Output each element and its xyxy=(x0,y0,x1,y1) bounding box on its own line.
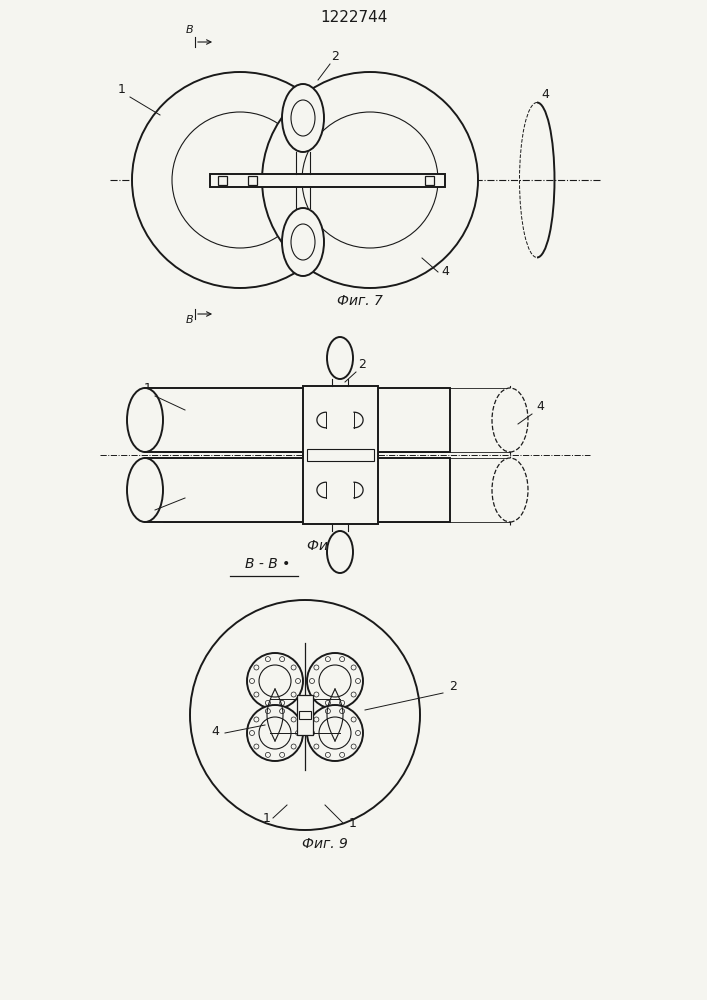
Circle shape xyxy=(265,700,270,705)
Text: B: B xyxy=(186,25,194,35)
Circle shape xyxy=(310,730,315,736)
Bar xyxy=(299,711,311,719)
Circle shape xyxy=(291,665,296,670)
Text: 2: 2 xyxy=(449,680,457,693)
Circle shape xyxy=(247,705,303,761)
Bar xyxy=(307,449,373,461)
Circle shape xyxy=(339,657,344,662)
Circle shape xyxy=(351,744,356,749)
Circle shape xyxy=(254,744,259,749)
Bar xyxy=(425,176,434,184)
Circle shape xyxy=(314,692,319,697)
Circle shape xyxy=(250,730,255,736)
Ellipse shape xyxy=(282,208,324,276)
Circle shape xyxy=(132,72,348,288)
Circle shape xyxy=(339,700,344,705)
Text: 2: 2 xyxy=(331,50,339,63)
Circle shape xyxy=(319,665,351,697)
Ellipse shape xyxy=(492,458,528,522)
Circle shape xyxy=(190,600,420,830)
Circle shape xyxy=(291,692,296,697)
Circle shape xyxy=(279,657,285,662)
Bar xyxy=(303,386,378,524)
Circle shape xyxy=(314,717,319,722)
Circle shape xyxy=(259,665,291,697)
Circle shape xyxy=(254,717,259,722)
Circle shape xyxy=(291,717,296,722)
Text: B: B xyxy=(186,315,194,325)
Bar xyxy=(210,174,445,186)
Ellipse shape xyxy=(492,388,528,452)
Circle shape xyxy=(351,692,356,697)
Circle shape xyxy=(356,678,361,684)
Circle shape xyxy=(296,730,300,736)
Text: 1: 1 xyxy=(349,817,357,830)
Text: 1: 1 xyxy=(263,812,271,825)
Ellipse shape xyxy=(282,84,324,152)
Circle shape xyxy=(310,678,315,684)
Circle shape xyxy=(291,744,296,749)
Circle shape xyxy=(356,730,361,736)
Text: B - B •: B - B • xyxy=(245,557,291,571)
Text: 1: 1 xyxy=(118,83,126,96)
Circle shape xyxy=(325,700,330,705)
Circle shape xyxy=(265,752,270,757)
Circle shape xyxy=(307,653,363,709)
Circle shape xyxy=(247,653,303,709)
Circle shape xyxy=(319,717,351,749)
Circle shape xyxy=(279,709,285,714)
Circle shape xyxy=(325,752,330,757)
Circle shape xyxy=(314,744,319,749)
Ellipse shape xyxy=(327,531,353,573)
Bar xyxy=(218,176,227,184)
Circle shape xyxy=(250,678,255,684)
Circle shape xyxy=(325,709,330,714)
Text: 2: 2 xyxy=(358,358,366,371)
Text: 1: 1 xyxy=(144,382,152,395)
Ellipse shape xyxy=(127,388,163,452)
Circle shape xyxy=(254,692,259,697)
Circle shape xyxy=(279,700,285,705)
Text: Фиг. 7: Фиг. 7 xyxy=(337,294,383,308)
Bar xyxy=(248,176,257,184)
Text: 4: 4 xyxy=(536,400,544,413)
Circle shape xyxy=(172,112,308,248)
Circle shape xyxy=(302,112,438,248)
Circle shape xyxy=(262,72,478,288)
Text: 1222744: 1222744 xyxy=(320,10,387,25)
Text: 4: 4 xyxy=(541,88,549,101)
Circle shape xyxy=(339,709,344,714)
Text: 1: 1 xyxy=(144,504,152,517)
Circle shape xyxy=(351,665,356,670)
Circle shape xyxy=(265,709,270,714)
Bar xyxy=(145,388,450,452)
Circle shape xyxy=(325,657,330,662)
Text: Фиг. 8: Фиг. 8 xyxy=(307,539,353,553)
Circle shape xyxy=(265,657,270,662)
Circle shape xyxy=(279,752,285,757)
Ellipse shape xyxy=(327,337,353,379)
Circle shape xyxy=(314,665,319,670)
Text: 4: 4 xyxy=(211,725,219,738)
Circle shape xyxy=(254,665,259,670)
Ellipse shape xyxy=(291,224,315,260)
Text: Фиг. 9: Фиг. 9 xyxy=(302,837,348,851)
Ellipse shape xyxy=(291,100,315,136)
Bar xyxy=(297,695,313,735)
Text: 4: 4 xyxy=(441,265,449,278)
Circle shape xyxy=(296,678,300,684)
Circle shape xyxy=(259,717,291,749)
Bar xyxy=(145,458,450,522)
Ellipse shape xyxy=(127,458,163,522)
Circle shape xyxy=(339,752,344,757)
Circle shape xyxy=(351,717,356,722)
Circle shape xyxy=(307,705,363,761)
